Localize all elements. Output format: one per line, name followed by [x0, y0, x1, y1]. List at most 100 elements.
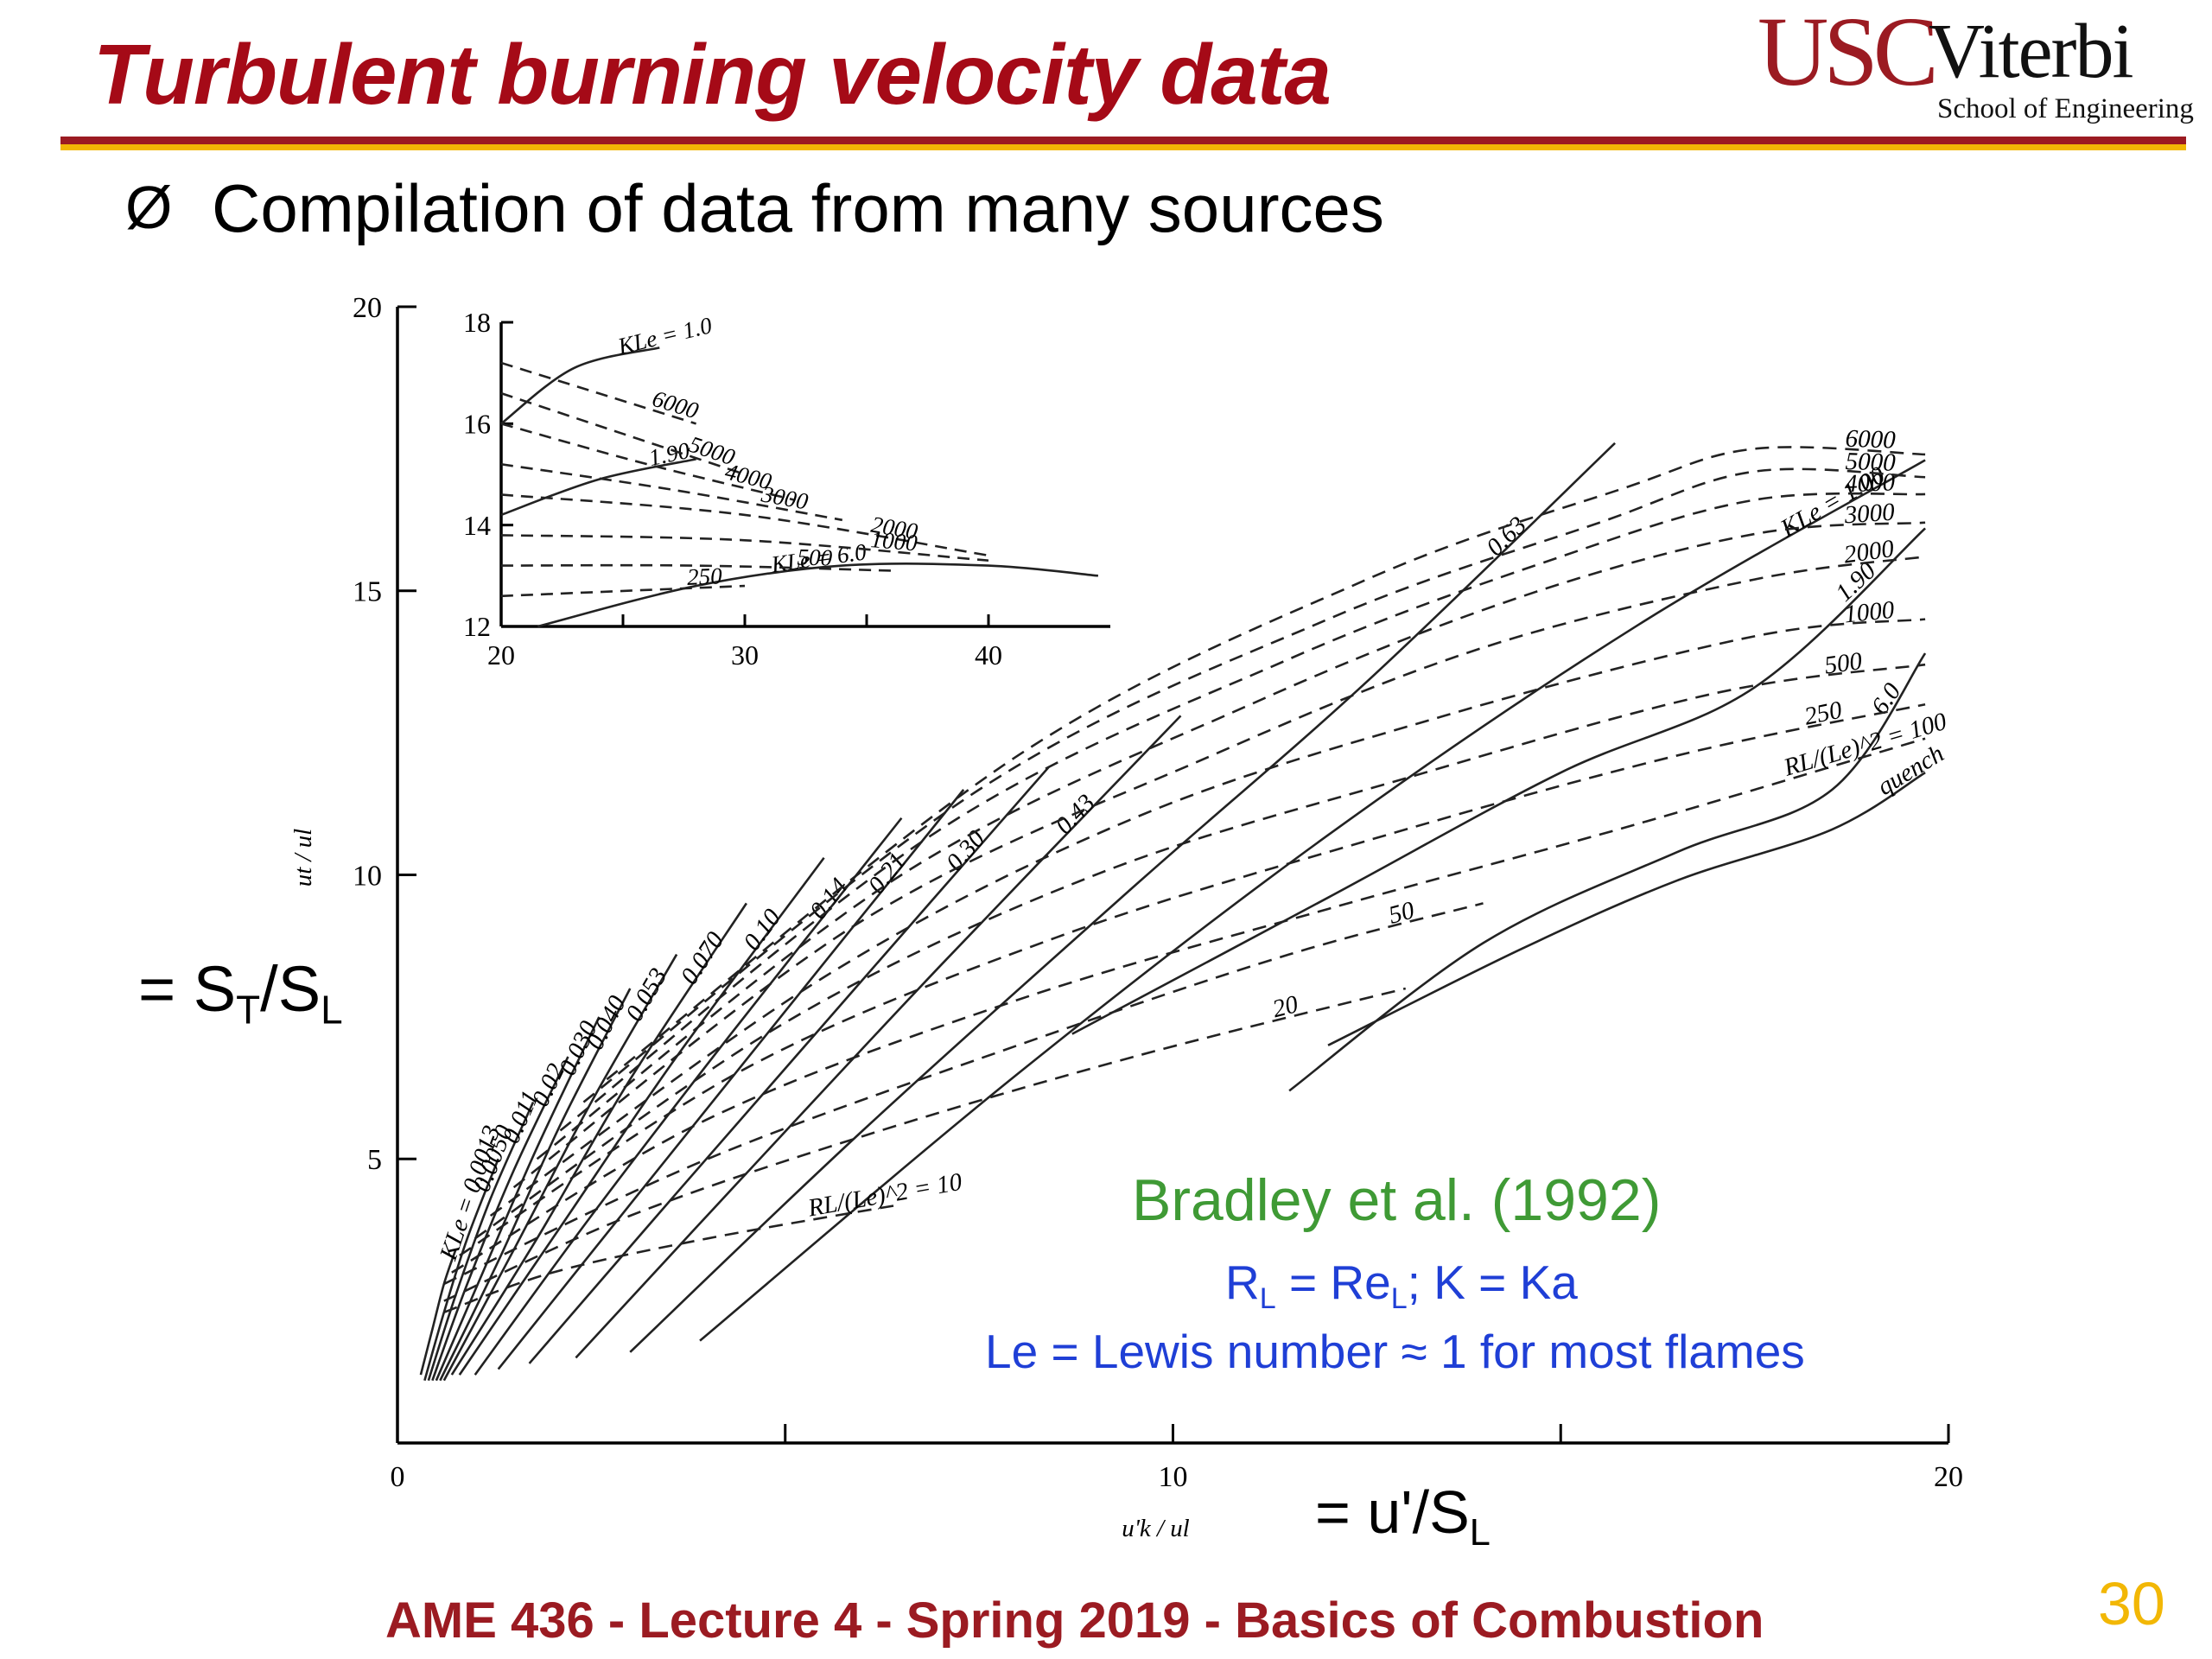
- main-x-tick-label: 10: [1159, 1461, 1188, 1493]
- ratio-u-sl-annotation: = u'/SL: [1315, 1478, 1491, 1554]
- main-series-label-3000: 3000: [1843, 499, 1896, 530]
- main-series-label-0-30: 0.30: [941, 825, 991, 877]
- def1-b: = Re: [1275, 1255, 1391, 1309]
- main-series-label-6000: 6000: [1845, 425, 1897, 454]
- main-series-label-5000: 5000: [1845, 448, 1897, 477]
- main-series-label-0-053: 0.053: [620, 963, 672, 1027]
- inset-y-tick-label: 18: [463, 307, 491, 338]
- main-series-0-43: [575, 715, 1182, 1359]
- inset-x-tick-label: 30: [731, 639, 759, 671]
- main-series-label-6-0: 6.0: [1866, 678, 1907, 720]
- main-y-tick-label: 20: [353, 292, 382, 324]
- st-mid: /S: [260, 953, 321, 1025]
- inset-y-tick-label: 16: [463, 409, 491, 440]
- main-series-rl-le-2-100: [451, 737, 1926, 1274]
- main-series-6-0: [1288, 652, 1927, 1092]
- main-y-axis-label: ut / ul: [289, 829, 317, 887]
- inset-series-1000: [500, 534, 989, 563]
- inset-x-tick-label: 40: [975, 639, 1002, 671]
- main-series-3000: [536, 521, 1926, 1160]
- page-number: 30: [2098, 1570, 2165, 1637]
- main-series-0-053: [442, 953, 678, 1382]
- main-series-50: [443, 902, 1484, 1286]
- main-y-tick-label: 10: [353, 860, 382, 892]
- main-series-label-0-14: 0.14: [804, 873, 854, 925]
- main-series-20: [443, 987, 1407, 1302]
- title-rule-red: [60, 137, 2186, 144]
- main-y-tick-label: 5: [367, 1144, 382, 1176]
- main-series-2000: [512, 556, 1926, 1189]
- u-prefix: = u'/S: [1315, 1478, 1470, 1546]
- source-citation: Bradley et al. (1992): [1132, 1167, 1662, 1233]
- inset-series-3000: [500, 462, 843, 522]
- ratio-st-sl-annotation: = ST/SL: [138, 952, 343, 1033]
- inset-series-500: [500, 563, 892, 572]
- usc-logo: USC: [1758, 0, 1939, 106]
- main-series-label-50: 50: [1386, 896, 1418, 929]
- inset-series-label-kle-1-0: KLe = 1.0: [614, 312, 715, 359]
- inset-series-1-90: [500, 458, 696, 517]
- main-series-5000: [582, 467, 1926, 1103]
- inset-series-label-500: 500: [797, 544, 833, 571]
- school-of-engineering-label: School of Engineering: [1937, 93, 2194, 124]
- st-sub-l: L: [321, 987, 343, 1033]
- main-series-0-63: [629, 442, 1616, 1353]
- main-series-label-0-10: 0.10: [738, 904, 786, 956]
- main-series-0-070: [450, 902, 747, 1376]
- main-x-axis-label: u'k / ul: [1122, 1515, 1189, 1542]
- main-series-0-30: [528, 766, 1050, 1364]
- main-series-label-rl-le-2-10: RL/(Le)^2 = 10: [805, 1168, 964, 1223]
- inset-series-4000: [500, 423, 794, 501]
- main-series-0-0050: [423, 1158, 499, 1382]
- slide-title: Turbulent burning velocity data: [93, 27, 1332, 122]
- inset-series-2000: [500, 493, 989, 557]
- inset-y-tick-label: 12: [463, 611, 491, 642]
- main-series-kle-1-00: [699, 459, 1926, 1342]
- main-series-6000: [606, 446, 1926, 1081]
- inset-series-5000: [500, 391, 746, 476]
- main-y-tick-label: 15: [353, 576, 382, 608]
- inset-x-tick-label: 20: [487, 639, 515, 671]
- inset-series-label-250: 250: [686, 563, 722, 590]
- inset-y-tick-label: 14: [463, 510, 491, 541]
- bullet-text: Compilation of data from many sources: [212, 170, 1384, 246]
- main-x-tick-label: 0: [391, 1461, 405, 1493]
- def1-sub-a: L: [1259, 1281, 1276, 1315]
- def1-c: ; K = Ka: [1407, 1255, 1578, 1309]
- main-series-label-20: 20: [1270, 990, 1301, 1023]
- st-prefix: = S: [138, 953, 237, 1025]
- viterbi-logo: Viterbi: [1929, 9, 2134, 94]
- main-series-quench: [1327, 772, 1926, 1046]
- definition-rl-k: RL = ReL; K = Ka: [1225, 1255, 1578, 1316]
- inset-series-6000: [500, 361, 696, 425]
- main-series-label-250: 250: [1802, 696, 1845, 731]
- title-rule-gold: [60, 144, 2186, 150]
- main-series-label-500: 500: [1823, 647, 1865, 680]
- inset-series-label-3000: 3000: [759, 480, 810, 514]
- main-series-4000: [559, 492, 1926, 1132]
- main-series-label-2000: 2000: [1842, 535, 1896, 569]
- inset-series-kle-1-0: [500, 346, 660, 425]
- main-x-tick-label: 20: [1934, 1461, 1963, 1493]
- main-series-0-030: [435, 1016, 601, 1382]
- footer-course-title: AME 436 - Lecture 4 - Spring 2019 - Basi…: [385, 1592, 1764, 1649]
- u-sub-l: L: [1469, 1511, 1491, 1554]
- main-series-0-21: [497, 789, 965, 1370]
- definition-lewis-number: Le = Lewis number ≈ 1 for most flames: [985, 1325, 1805, 1378]
- def1-a: R: [1225, 1255, 1260, 1309]
- inset-series-label-6000: 6000: [649, 385, 702, 424]
- main-series-kle-0-0013: [419, 1249, 457, 1376]
- main-series-1000: [489, 618, 1926, 1217]
- main-series-rl-le-2-10: [443, 1203, 902, 1314]
- inset-series-kle-6-0: [537, 563, 1099, 628]
- bullet-icon: Ø: [125, 174, 173, 241]
- main-series-0-011: [427, 1101, 535, 1382]
- main-series-0-10: [458, 857, 825, 1376]
- main-series-0-040: [439, 988, 632, 1382]
- main-series-1-90: [1071, 527, 1926, 1035]
- def1-sub-b: L: [1390, 1281, 1408, 1315]
- main-series-500: [474, 663, 1926, 1240]
- main-series-label-0-070: 0.070: [676, 927, 730, 990]
